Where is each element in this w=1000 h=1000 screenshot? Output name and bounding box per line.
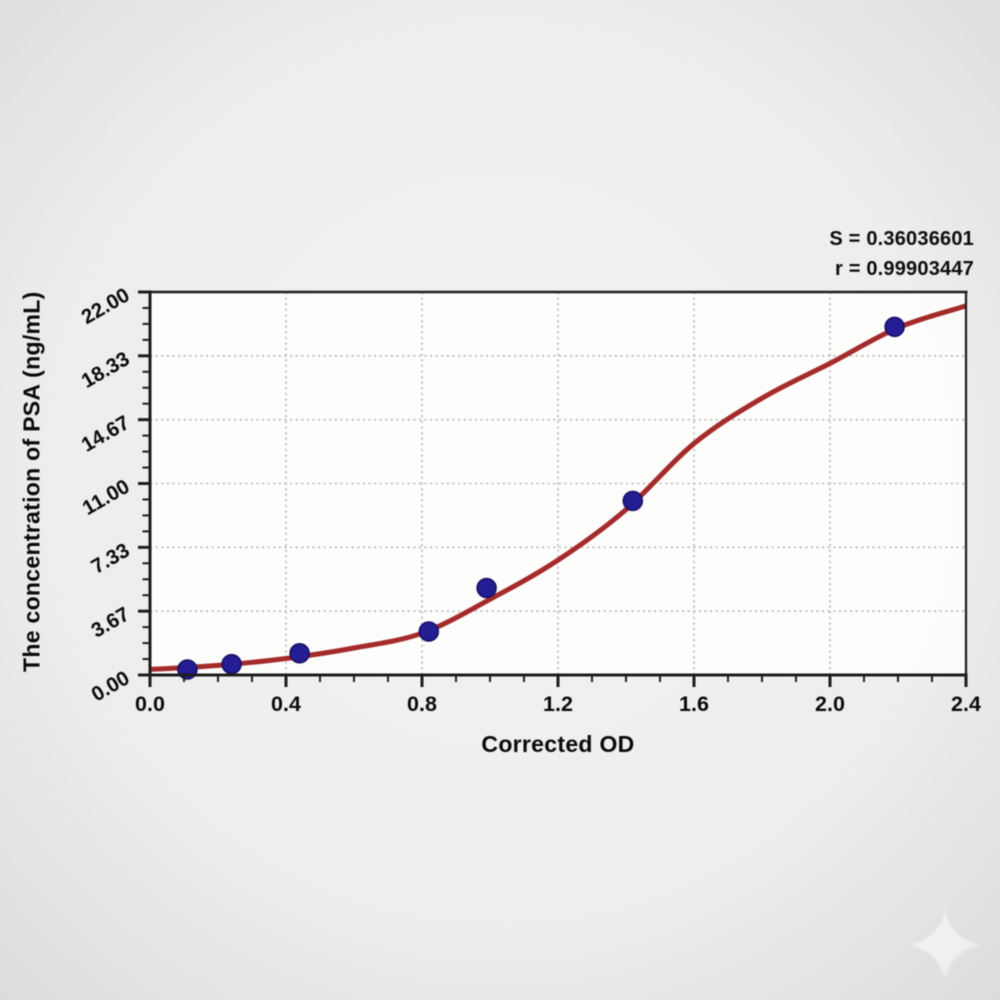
x-tick-label: 0.4 <box>271 692 301 716</box>
data-point <box>884 316 905 338</box>
x-tick-label: 1.6 <box>679 692 709 716</box>
x-tick-label: 0.0 <box>135 692 165 716</box>
data-point <box>418 621 440 642</box>
fit-curve <box>150 303 966 672</box>
x-tick-label: 1.2 <box>543 692 573 716</box>
y-tick-label: 7.33 <box>87 539 133 579</box>
fit-statistics: S = 0.36036601 r = 0.99903447 <box>829 224 974 284</box>
x-tick-label: 2.4 <box>951 692 981 716</box>
data-point <box>221 653 242 675</box>
y-tick-label: 22.00 <box>78 283 134 329</box>
x-tick-label: 0.8 <box>407 692 437 716</box>
sparkle-watermark-icon <box>910 910 980 980</box>
y-tick-label: 11.00 <box>79 475 134 520</box>
data-point <box>289 642 310 664</box>
r-value-annotation: r = 0.99903447 <box>834 258 974 280</box>
y-tick-label: 14.67 <box>78 411 134 457</box>
y-axis-title: The concentration of PSA (ng/mL) <box>18 291 45 673</box>
data-point <box>622 490 644 512</box>
y-tick-label: 0.00 <box>87 666 133 706</box>
y-tick-label: 18.33 <box>78 347 134 393</box>
x-axis-title: Corrected OD <box>481 731 635 757</box>
y-tick-label: 3.67 <box>87 603 133 643</box>
data-point <box>476 577 497 599</box>
s-value-annotation: S = 0.36036601 <box>829 228 974 250</box>
x-tick-label: 2.0 <box>815 692 845 716</box>
